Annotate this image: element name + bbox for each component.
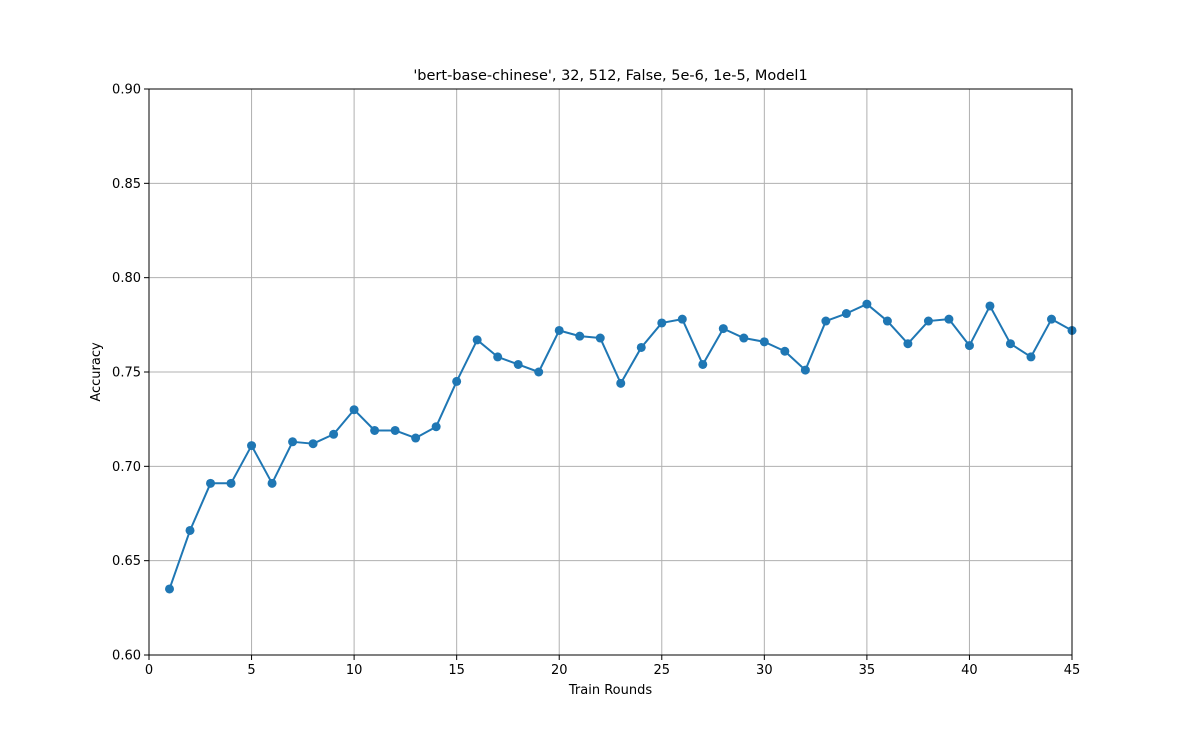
data-point <box>513 359 523 369</box>
y-tick-label: 0.60 <box>112 649 141 664</box>
data-point <box>677 314 687 324</box>
x-axis-ticks: 0 5 10 15 20 25 30 35 40 45 <box>145 655 1080 678</box>
y-tick-label: 0.80 <box>112 271 141 286</box>
x-tick-label: 40 <box>961 663 978 678</box>
y-axis-label: Accuracy <box>89 342 104 402</box>
data-point <box>903 339 913 349</box>
data-point <box>370 425 380 435</box>
y-tick-label: 0.90 <box>112 83 141 98</box>
y-tick-label: 0.65 <box>112 554 141 569</box>
x-tick-label: 25 <box>654 663 671 678</box>
data-point <box>985 301 995 311</box>
data-point <box>472 335 482 345</box>
data-point <box>288 437 298 447</box>
data-point <box>595 333 605 343</box>
x-axis-label: Train Rounds <box>568 683 652 698</box>
y-tick-label: 0.75 <box>112 366 141 381</box>
data-point <box>390 425 400 435</box>
data-point <box>862 299 872 309</box>
data-point <box>616 378 626 388</box>
data-point <box>329 429 339 439</box>
y-tick-label: 0.85 <box>112 177 141 192</box>
data-point <box>657 318 667 328</box>
data-point <box>698 359 708 369</box>
data-point <box>841 309 851 319</box>
data-point <box>493 352 503 362</box>
data-point <box>759 337 769 347</box>
y-tick-label: 0.70 <box>112 460 141 475</box>
data-point <box>575 331 585 341</box>
x-tick-label: 45 <box>1064 663 1081 678</box>
series-layer <box>165 299 1077 594</box>
data-point <box>800 365 810 375</box>
data-point <box>226 478 236 488</box>
data-point <box>780 346 790 356</box>
data-point <box>1046 314 1056 324</box>
data-point <box>411 433 421 443</box>
data-point <box>882 316 892 326</box>
x-tick-label: 20 <box>551 663 568 678</box>
y-axis-ticks: 0.60 0.65 0.70 0.75 0.80 0.85 0.90 <box>112 83 149 664</box>
data-point <box>431 422 441 432</box>
data-point <box>206 478 216 488</box>
data-point <box>739 333 749 343</box>
x-tick-label: 30 <box>756 663 773 678</box>
data-point <box>554 325 564 335</box>
x-tick-label: 5 <box>247 663 255 678</box>
data-point <box>452 376 462 386</box>
x-tick-label: 10 <box>346 663 363 678</box>
data-point <box>308 439 318 449</box>
data-point <box>534 367 544 377</box>
x-tick-label: 0 <box>145 663 153 678</box>
data-point <box>821 316 831 326</box>
data-point <box>247 441 257 451</box>
data-point <box>923 316 933 326</box>
data-point <box>944 314 954 324</box>
data-point <box>349 405 359 415</box>
data-point <box>718 324 728 334</box>
data-point <box>165 584 175 594</box>
data-point <box>267 478 277 488</box>
chart-title: 'bert-base-chinese', 32, 512, False, 5e-… <box>413 68 807 84</box>
data-point <box>185 525 195 535</box>
data-point <box>1026 352 1036 362</box>
x-tick-label: 35 <box>859 663 876 678</box>
data-point <box>1005 339 1015 349</box>
x-tick-label: 15 <box>448 663 465 678</box>
data-point <box>636 342 646 352</box>
data-point <box>964 341 974 351</box>
